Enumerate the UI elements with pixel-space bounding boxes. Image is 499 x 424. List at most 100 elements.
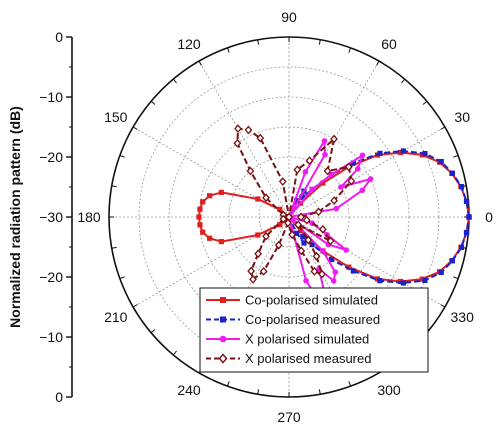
data-point xyxy=(318,224,327,234)
data-point xyxy=(400,148,406,154)
data-point xyxy=(274,240,283,250)
legend-item: Co-polarised simulated xyxy=(206,293,378,308)
data-point xyxy=(458,244,465,251)
angle-label: 120 xyxy=(177,36,201,52)
data-point xyxy=(400,280,406,286)
data-point xyxy=(218,189,224,195)
data-point xyxy=(359,187,366,194)
data-point xyxy=(200,229,206,235)
data-point xyxy=(305,156,314,166)
data-point xyxy=(302,169,309,175)
data-point xyxy=(330,134,338,144)
angle-label: 30 xyxy=(454,109,470,125)
angle-tick xyxy=(401,78,406,84)
data-point xyxy=(318,269,326,279)
data-point xyxy=(246,166,255,176)
legend-label: X polarised simulated xyxy=(245,332,369,347)
angle-tick xyxy=(318,39,321,45)
radial-tick-label: −30 xyxy=(39,209,63,225)
data-point xyxy=(332,269,339,275)
angle-label: 180 xyxy=(77,209,101,225)
data-point xyxy=(347,176,356,186)
data-point xyxy=(320,248,326,254)
legend: Co-polarised simulated Co-polarised measu… xyxy=(199,287,429,373)
data-point xyxy=(207,235,213,241)
angle-tick xyxy=(226,381,230,387)
data-point xyxy=(422,151,428,157)
angle-tick xyxy=(150,100,156,105)
legend-marker xyxy=(218,353,228,364)
data-point xyxy=(422,277,428,283)
data-point xyxy=(233,138,242,148)
data-point xyxy=(297,228,304,234)
data-point xyxy=(284,218,292,228)
data-point xyxy=(259,266,268,276)
data-point xyxy=(256,133,265,143)
radial-tick-label: −10 xyxy=(39,329,63,345)
data-point xyxy=(350,160,356,166)
data-point xyxy=(377,278,383,284)
data-point xyxy=(294,220,303,230)
data-point xyxy=(330,196,338,205)
data-point xyxy=(466,214,472,220)
data-point xyxy=(330,278,337,284)
data-point xyxy=(419,276,425,282)
data-point xyxy=(279,214,288,224)
angle-label: 0 xyxy=(485,209,493,225)
radial-tick-label: 0 xyxy=(55,389,63,405)
data-point xyxy=(338,184,344,190)
data-point xyxy=(463,229,470,236)
data-point xyxy=(328,171,335,178)
data-point xyxy=(247,266,256,276)
grid-spoke xyxy=(288,126,446,218)
angle-label: 270 xyxy=(277,409,301,424)
angle-tick xyxy=(198,60,202,66)
angle-tick xyxy=(318,389,321,395)
data-point xyxy=(302,215,311,225)
data-point xyxy=(197,222,203,228)
angle-tick xyxy=(422,100,428,105)
data-point xyxy=(350,268,356,274)
radial-tick-label: −20 xyxy=(39,269,63,285)
data-point xyxy=(218,239,224,245)
data-point xyxy=(255,196,261,202)
angle-tick xyxy=(348,381,352,387)
data-point xyxy=(449,258,456,264)
legend-marker xyxy=(220,316,226,323)
data-point xyxy=(255,232,261,238)
grid-spoke xyxy=(198,60,290,218)
angle-label: 300 xyxy=(377,382,401,398)
data-point xyxy=(449,170,456,176)
data-point xyxy=(277,222,283,228)
angle-tick xyxy=(440,304,446,308)
angle-tick xyxy=(132,126,138,130)
data-point xyxy=(249,274,257,284)
data-point xyxy=(207,193,213,199)
angle-labels: 0 30 60 90 120 150 180 210 240 270 300 330 xyxy=(77,9,493,424)
data-point xyxy=(322,151,328,158)
data-point xyxy=(304,235,313,245)
data-point xyxy=(244,125,253,135)
data-point xyxy=(343,247,349,253)
data-point xyxy=(320,180,326,186)
data-point xyxy=(301,240,307,246)
data-point xyxy=(458,183,465,190)
legend-item: X polarised measured xyxy=(206,351,371,366)
data-point xyxy=(344,162,353,172)
legend-marker xyxy=(219,335,227,343)
data-point xyxy=(297,246,306,256)
angle-label: 210 xyxy=(104,309,128,325)
data-point xyxy=(314,207,323,217)
data-point xyxy=(197,206,203,212)
data-point xyxy=(294,230,300,236)
data-point xyxy=(312,251,321,261)
angle-tick xyxy=(172,78,177,84)
data-point xyxy=(355,166,361,172)
legend-label: X polarised measured xyxy=(245,351,371,366)
data-point xyxy=(262,231,270,241)
data-point xyxy=(326,236,335,246)
radial-tick-label: −10 xyxy=(39,89,63,105)
angle-tick xyxy=(257,39,260,45)
angle-tick xyxy=(119,276,125,280)
